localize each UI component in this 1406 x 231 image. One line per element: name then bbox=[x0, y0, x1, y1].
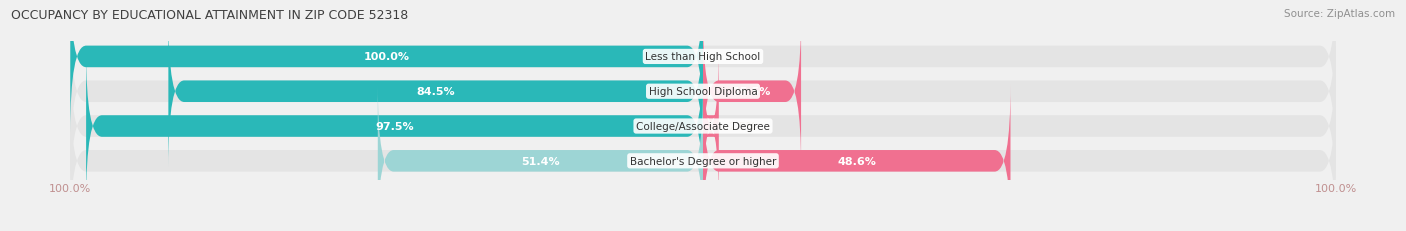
Text: Source: ZipAtlas.com: Source: ZipAtlas.com bbox=[1284, 9, 1395, 19]
FancyBboxPatch shape bbox=[703, 85, 1011, 231]
Text: OCCUPANCY BY EDUCATIONAL ATTAINMENT IN ZIP CODE 52318: OCCUPANCY BY EDUCATIONAL ATTAINMENT IN Z… bbox=[11, 9, 409, 22]
FancyBboxPatch shape bbox=[70, 51, 1336, 202]
Text: High School Diploma: High School Diploma bbox=[648, 87, 758, 97]
Text: 15.5%: 15.5% bbox=[733, 87, 772, 97]
Text: College/Associate Degree: College/Associate Degree bbox=[636, 122, 770, 131]
Text: 51.4%: 51.4% bbox=[522, 156, 560, 166]
Text: 48.6%: 48.6% bbox=[838, 156, 876, 166]
FancyBboxPatch shape bbox=[86, 51, 703, 202]
FancyBboxPatch shape bbox=[169, 16, 703, 168]
Text: 100.0%: 100.0% bbox=[364, 52, 409, 62]
Text: Less than High School: Less than High School bbox=[645, 52, 761, 62]
Text: 84.5%: 84.5% bbox=[416, 87, 456, 97]
Legend: Owner-occupied, Renter-occupied: Owner-occupied, Renter-occupied bbox=[575, 228, 831, 231]
FancyBboxPatch shape bbox=[70, 16, 1336, 168]
Text: Bachelor's Degree or higher: Bachelor's Degree or higher bbox=[630, 156, 776, 166]
Text: 97.5%: 97.5% bbox=[375, 122, 413, 131]
FancyBboxPatch shape bbox=[70, 0, 703, 133]
FancyBboxPatch shape bbox=[70, 85, 1336, 231]
FancyBboxPatch shape bbox=[70, 0, 1336, 133]
FancyBboxPatch shape bbox=[703, 51, 718, 202]
FancyBboxPatch shape bbox=[378, 85, 703, 231]
FancyBboxPatch shape bbox=[703, 16, 801, 168]
Text: 2.5%: 2.5% bbox=[728, 122, 756, 131]
